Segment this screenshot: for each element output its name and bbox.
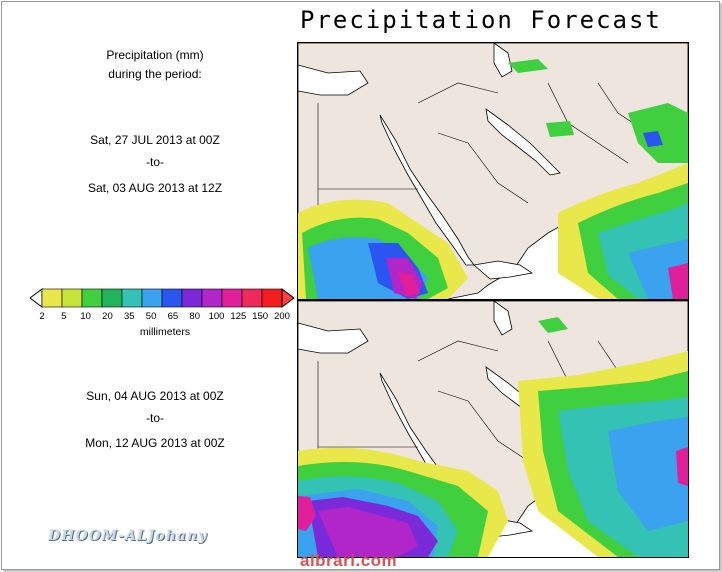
colorbar — [30, 288, 295, 308]
colorbar-tick-label: 50 — [145, 311, 157, 322]
colorbar-cell — [181, 288, 203, 308]
period1-to: -to- — [146, 155, 164, 169]
colorbar-tick-label: 5 — [61, 311, 67, 322]
map-red-sea — [379, 114, 475, 266]
colorbar-cell — [41, 288, 63, 308]
colorbar-tick-label: 65 — [167, 311, 179, 322]
colorbar-tick-label: 125 — [230, 311, 247, 322]
colorbar-tick-label: 100 — [208, 311, 225, 322]
period1-start: Sat, 27 JUL 2013 at 00Z — [90, 133, 220, 147]
colorbar-cell — [221, 288, 243, 308]
legend-heading-line1: Precipitation (mm) — [106, 48, 204, 62]
map-period2 — [297, 300, 689, 558]
colorbar-tick-label: 20 — [102, 311, 113, 322]
map-caspian — [493, 301, 513, 336]
page-title: Precipitation Forecast — [300, 6, 662, 34]
map-med-sea — [298, 64, 369, 96]
colorbar-tick-label: 35 — [123, 311, 135, 322]
colorbar-cell — [121, 288, 143, 308]
colorbar-cell — [261, 288, 283, 308]
colorbar-unit: millimeters — [139, 326, 191, 338]
precip-shading — [298, 59, 688, 299]
colorbar-tick-label: 2 — [39, 311, 45, 322]
colorbar-right-arrow — [281, 288, 295, 308]
colorbar-tick-label: 80 — [189, 311, 201, 322]
period2-start: Sun, 04 AUG 2013 at 00Z — [86, 389, 224, 403]
colorbar-tick-label: 200 — [274, 311, 290, 322]
legend-heading-line2: during the period: — [108, 67, 202, 81]
colorbar-cell — [81, 288, 103, 308]
period2-end: Mon, 12 AUG 2013 at 00Z — [85, 436, 225, 450]
colorbar-cell — [141, 288, 163, 308]
period2-to: -to- — [146, 411, 164, 425]
colorbar-cell — [161, 288, 183, 308]
map-med-sea — [298, 322, 369, 354]
precip-shading — [298, 317, 688, 557]
map-persian-gulf — [485, 108, 561, 176]
colorbar-cell — [201, 288, 223, 308]
colorbar-cells — [41, 288, 283, 308]
colorbar-cell — [101, 288, 123, 308]
colorbar-cell — [241, 288, 263, 308]
map-caspian — [493, 43, 513, 78]
colorbar-left-arrow — [30, 288, 43, 308]
author-watermark: DHOOM-ALJohany — [48, 528, 208, 544]
period1-end: Sat, 03 AUG 2013 at 12Z — [87, 181, 223, 195]
colorbar-tick-label: 150 — [252, 311, 269, 322]
legend-heading: Precipitation (mm) during the period: — [25, 46, 285, 84]
map-gulf-aden — [473, 260, 534, 280]
map-period1 — [297, 42, 689, 300]
colorbar-tick-label: 10 — [80, 311, 91, 322]
colorbar-ticks: 2 5 10 20 35 50 65 80 100 125 150 200 — [38, 311, 298, 325]
colorbar-cell — [61, 288, 83, 308]
site-watermark: albrari.com — [300, 551, 398, 570]
